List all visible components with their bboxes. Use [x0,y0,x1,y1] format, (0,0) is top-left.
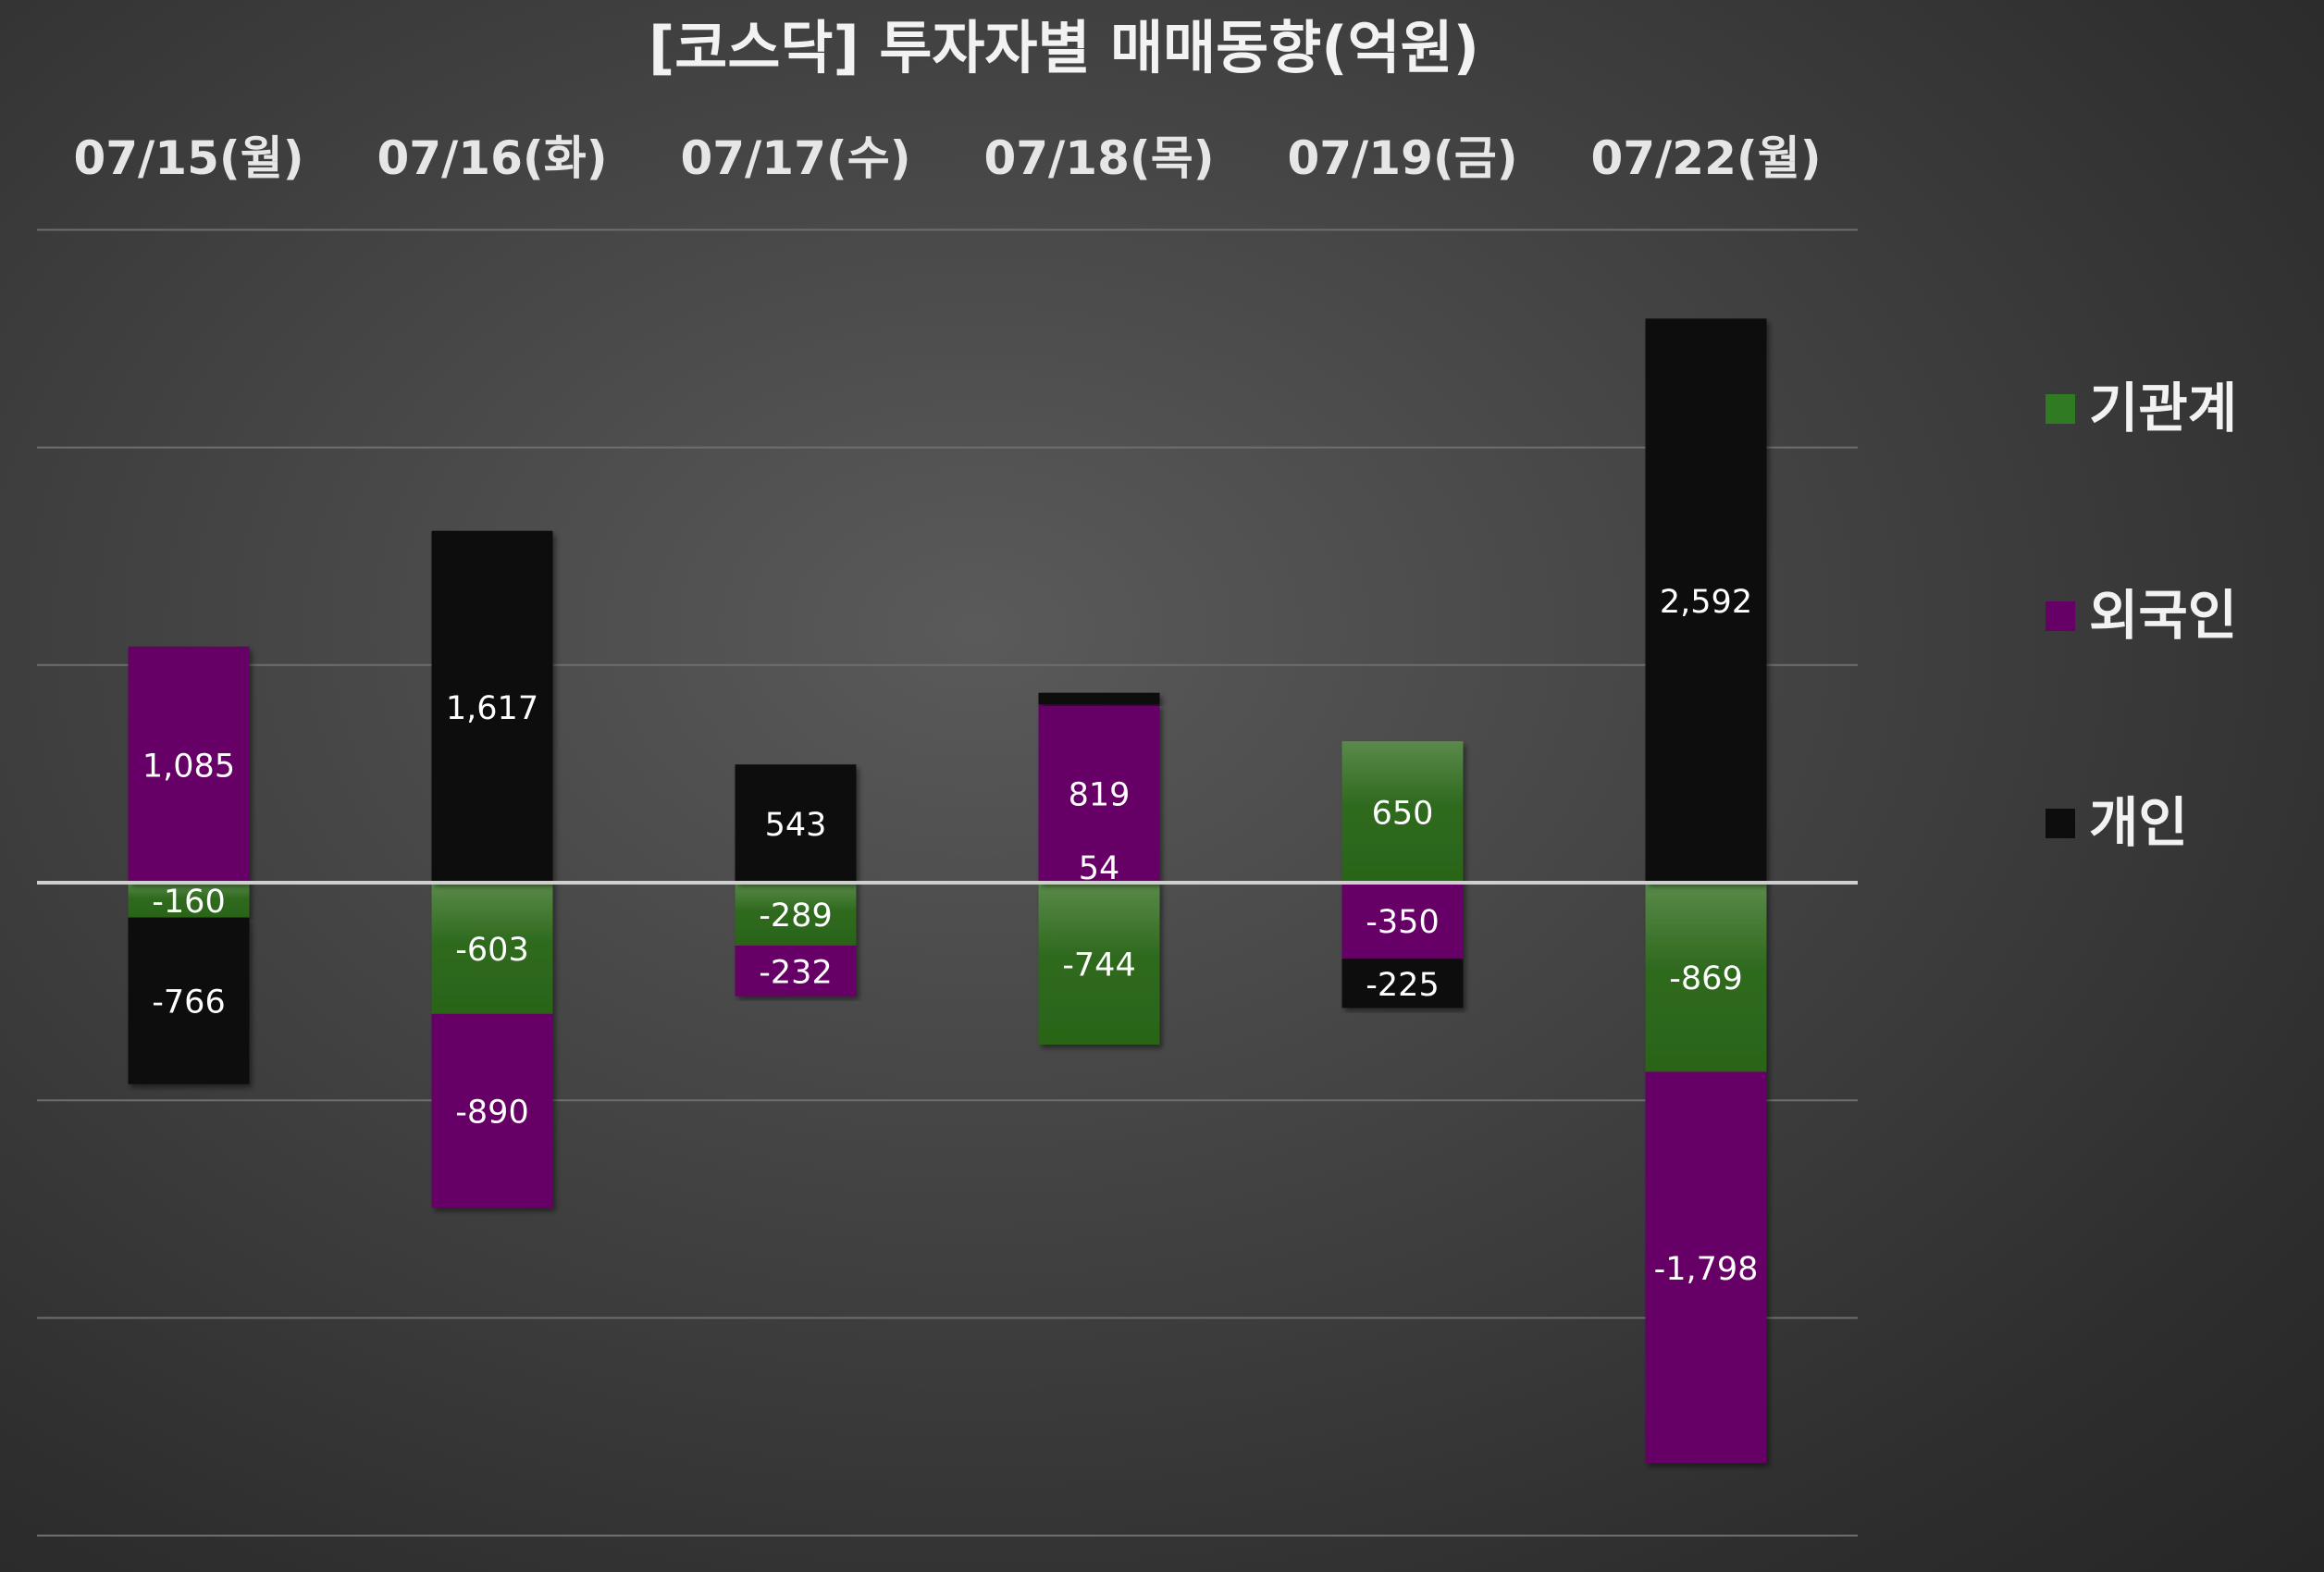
bar-segment [1038,692,1160,705]
data-label: 54 [1079,850,1120,887]
data-label: -1,798 [1654,1251,1759,1288]
category-label: 07/15(월) [73,131,303,185]
data-label: -766 [152,984,225,1021]
bar-segment [1341,959,1464,1009]
data-label: 819 [1069,777,1131,814]
data-label: 543 [765,807,827,844]
category-label: 07/16(화) [377,131,607,185]
bar-segment [1645,883,1767,1072]
bar-segment [735,883,857,946]
data-label: -890 [455,1094,528,1131]
legend-swatch [2046,394,2075,424]
bar-segment [1341,883,1464,959]
bar-segment [735,764,857,883]
data-label: -232 [759,954,832,991]
data-label: 2,592 [1660,584,1752,621]
data-label: 1,085 [142,748,235,785]
legend-label: 기관계 [2089,377,2237,439]
data-label: -869 [1669,960,1742,997]
data-label: -350 [1366,904,1439,941]
category-label: 07/22(월) [1590,131,1821,185]
category-labels: 07/15(월) 07/16(화) 07/17(수) 07/18(목) 07/19(금)… [73,131,1821,185]
bar-segment [735,945,857,996]
bar-segment [1341,741,1464,883]
bar-segment [431,1013,553,1208]
data-label: -744 [1062,947,1135,984]
bar-segment [431,883,553,1014]
data-label: -289 [759,897,832,935]
bar-segment [128,917,250,1084]
category-label: 07/19(금) [1287,131,1517,185]
data-label: -225 [1366,967,1439,1004]
bar-segment [128,646,250,883]
data-label: 650 [1372,796,1434,833]
legend-label: 개인 [2089,791,2188,854]
legend-swatch [2046,601,2075,631]
gridlines [37,229,1858,1537]
bar-segment [1038,704,1160,883]
category-label: 07/18(목) [983,131,1214,185]
data-label: -603 [455,932,528,969]
bar-segment [1038,883,1160,1045]
bar-segment [1645,1071,1767,1464]
data-labels: -160 1,085 -766 -603 -890 1,617 -289 -232 543 -74… [142,584,1759,1288]
data-label: 1,617 [446,690,538,727]
bars [128,318,1767,1464]
chart-title: [코스닥] 투자자별 매매동향(억원) [649,14,1479,81]
data-label: -160 [152,884,225,921]
bar-segment [1645,318,1767,884]
category-label: 07/17(수) [680,131,910,185]
bar-segment [128,883,250,918]
bar-segment [431,530,553,883]
legend-label: 외국인 [2089,584,2237,647]
legend-swatch [2046,809,2075,838]
